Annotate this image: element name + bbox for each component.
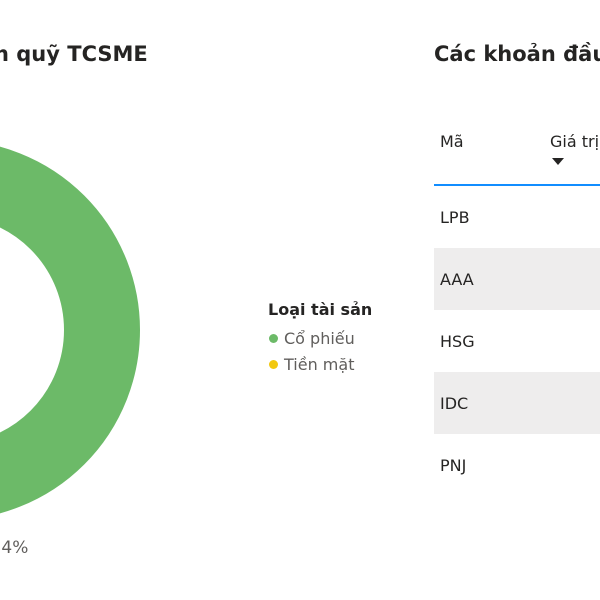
legend-dot-icon	[269, 359, 278, 369]
column-header-code[interactable]: Mã	[440, 132, 464, 151]
donut-data-label: ,4%	[0, 538, 29, 558]
legend-item-cash[interactable]: Tiền mặt	[268, 351, 372, 377]
legend-item-label: Tiền mặt	[284, 354, 355, 374]
table-header: Mã Giá trị	[434, 118, 600, 186]
allocation-chart-title: n quỹ TCSME	[0, 42, 148, 66]
cell-code: IDC	[440, 393, 469, 413]
table-row[interactable]: HSG	[434, 310, 600, 372]
table-row[interactable]: IDC	[434, 372, 600, 434]
cell-code: AAA	[440, 269, 474, 289]
chart-legend: Loại tài sản Cổ phiếu Tiền mặt	[268, 300, 372, 377]
legend-item-stock[interactable]: Cổ phiếu	[268, 325, 372, 351]
donut-slice-stock[interactable]	[0, 147, 140, 513]
legend-dot-icon	[269, 333, 278, 343]
allocation-donut-chart[interactable]	[0, 140, 140, 520]
legend-title: Loại tài sản	[268, 300, 373, 319]
cell-code: PNJ	[440, 455, 467, 475]
cell-code: LPB	[440, 207, 470, 227]
column-header-value[interactable]: Giá trị	[550, 132, 600, 151]
table-row[interactable]: LPB	[434, 186, 600, 248]
legend-item-label: Cổ phiếu	[284, 328, 355, 348]
sort-descending-icon[interactable]	[552, 158, 564, 165]
table-row[interactable]: AAA	[434, 248, 600, 310]
cell-code: HSG	[440, 331, 475, 351]
table-row[interactable]: PNJ	[434, 434, 600, 496]
holdings-table: Mã Giá trị LPB AAA HSG IDC PNJ	[434, 118, 600, 518]
holdings-table-title: Các khoản đầu	[434, 42, 600, 66]
